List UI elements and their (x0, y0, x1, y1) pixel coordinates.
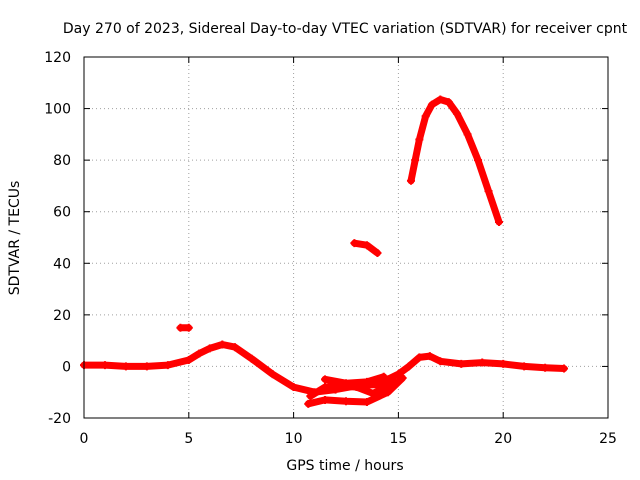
x-tick-labels: 0 5 10 15 20 25 (80, 431, 617, 447)
data-point-baseline (121, 362, 130, 371)
data-point-baseline (394, 370, 403, 379)
data-point-baseline (425, 352, 434, 361)
data-point-dip-lower (362, 398, 371, 407)
data-point-baseline (415, 353, 424, 362)
data-point-arc (444, 98, 453, 107)
data-point-dip-lower (321, 395, 330, 404)
data-point-arc (453, 109, 462, 118)
y-tick-label: 80 (53, 153, 71, 169)
data-series (80, 95, 568, 408)
data-point-baseline (404, 362, 413, 371)
data-point-dip-middle (390, 377, 399, 386)
data-point-dip-upper (342, 379, 350, 388)
x-tick-label: 15 (389, 431, 407, 447)
x-tick-label: 25 (599, 431, 617, 447)
data-point-dip-upper (379, 372, 388, 381)
data-point-dip-lower (304, 399, 313, 408)
data-point-baseline (478, 358, 487, 367)
data-point-baseline (163, 361, 172, 370)
data-point-baseline (230, 343, 239, 352)
data-point-segment-15 (176, 323, 185, 332)
data-point-arc (495, 218, 504, 227)
x-tick-label: 5 (184, 431, 193, 447)
y-tick-label: 100 (44, 102, 71, 118)
data-point-baseline (205, 344, 214, 353)
data-point-baseline (195, 349, 204, 358)
x-tick-label: 20 (494, 431, 512, 447)
chart-title: Day 270 of 2023, Sidereal Day-to-day VTE… (63, 21, 628, 37)
y-axis-label: SDTVAR / TECUs (7, 181, 23, 296)
data-point-segment-48 (362, 241, 371, 250)
data-point-dip-middle (306, 392, 315, 401)
data-point-baseline (457, 359, 466, 368)
data-point-baseline (142, 362, 151, 371)
data-point-arc (463, 130, 472, 139)
data-point-dip-upper (321, 375, 330, 384)
data-point-baseline (247, 354, 256, 363)
y-tick-labels: -20 0 20 40 60 80 100 120 (44, 50, 71, 427)
x-tick-label: 0 (80, 431, 89, 447)
data-point-baseline (520, 362, 529, 371)
plot-frame (83, 56, 609, 419)
data-point-dip-lower (398, 374, 407, 383)
data-point-dip-middle (369, 389, 378, 398)
data-point-arc (436, 95, 445, 104)
data-point-baseline (559, 364, 568, 373)
data-point-arc (415, 135, 424, 144)
series-line-arc (407, 96, 503, 226)
data-point-arc (474, 156, 483, 165)
data-point-arc (411, 156, 420, 165)
data-point-baseline (499, 359, 508, 368)
data-point-segment-48 (350, 239, 359, 248)
y-tick-label: 20 (53, 308, 71, 324)
data-point-segment-48 (373, 248, 382, 257)
data-point-baseline (100, 361, 109, 370)
data-point-dip-lower (383, 388, 392, 397)
x-axis-label: GPS time / hours (286, 458, 403, 474)
data-point-dip-middle (321, 383, 330, 392)
y-tick-label: -20 (48, 411, 71, 427)
data-point-baseline (218, 340, 227, 349)
data-point-dip-lower (342, 397, 350, 406)
data-point-arc (484, 187, 493, 196)
y-tick-label: 120 (44, 50, 71, 66)
series-line-dip-upper (321, 373, 388, 387)
data-point-baseline (541, 363, 550, 372)
data-point-arc (427, 100, 436, 109)
y-tick-label: 0 (62, 359, 71, 375)
y-tick-label: 60 (53, 205, 71, 221)
data-point-baseline (268, 370, 277, 379)
y-tick-label: 40 (53, 256, 71, 272)
data-point-segment-15 (184, 323, 193, 332)
data-point-dip-upper (362, 377, 371, 386)
data-point-baseline (289, 383, 298, 392)
data-point-baseline (436, 357, 445, 366)
data-point-arc (406, 176, 415, 185)
data-point-baseline (184, 355, 193, 364)
x-tick-label: 10 (285, 431, 303, 447)
data-point-arc (421, 112, 430, 121)
